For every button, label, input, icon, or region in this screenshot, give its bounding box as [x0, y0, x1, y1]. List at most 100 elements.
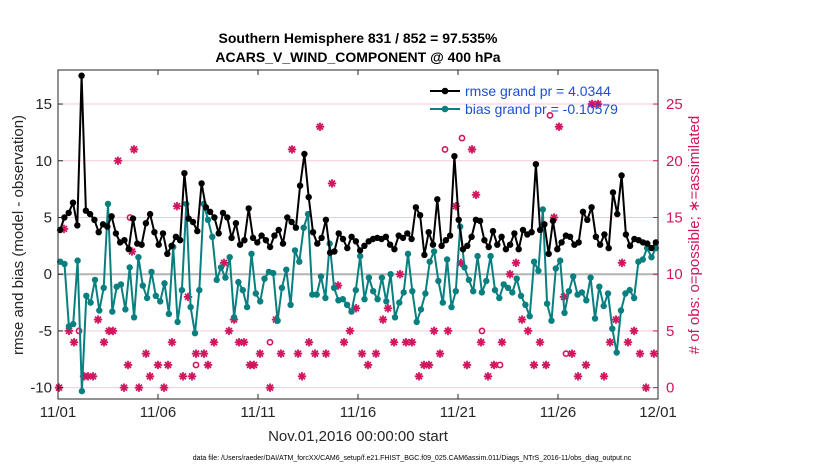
legend-rmse-label: rmse grand pr = 4.0344	[465, 83, 611, 99]
rmse-point	[468, 233, 475, 240]
rmse-point	[215, 230, 222, 237]
bias-point	[230, 314, 238, 321]
obs-possible-marker	[562, 350, 570, 358]
obs-assimilated-stroke	[650, 350, 658, 358]
bias-point	[578, 289, 586, 296]
obs-assimilated-stroke	[277, 350, 285, 358]
bias-point	[439, 299, 446, 306]
rmse-point	[335, 230, 342, 237]
rmse-point	[69, 199, 77, 206]
obs-possible-marker	[192, 361, 200, 369]
bias-point	[548, 317, 555, 324]
rmse-point	[626, 242, 634, 249]
x-tick-label: 11/06	[140, 404, 176, 421]
obs-assimilated-stroke	[142, 350, 150, 358]
rmse-point	[121, 237, 128, 244]
obs-assimilated-marker	[129, 145, 139, 154]
bias-point	[209, 233, 216, 240]
obs-assimilated-stroke	[594, 100, 602, 108]
bias-point	[543, 300, 551, 307]
obs-assimilated-stroke	[256, 350, 264, 358]
obs-assimilated-stroke	[109, 327, 117, 335]
rmse-point	[545, 250, 552, 257]
bias-point	[504, 284, 512, 291]
bias-point	[465, 276, 473, 284]
bias-point	[174, 318, 181, 326]
rmse-point	[284, 214, 291, 221]
obs-assimilated-stroke	[311, 350, 319, 358]
obs-assimilated-marker	[339, 338, 349, 347]
bias-point	[609, 325, 616, 332]
bias-point	[587, 274, 594, 281]
bias-point	[70, 320, 77, 328]
rmse-point	[566, 233, 574, 240]
obs-assimilated-stroke	[240, 338, 248, 346]
obs-assimilated-marker	[99, 338, 109, 347]
x-tick-label: 11/01	[40, 404, 76, 421]
obs-assimilated-stroke	[210, 338, 218, 346]
obs-assimilated-marker	[224, 326, 234, 336]
bias-point	[352, 286, 359, 294]
obs-assimilated-marker	[623, 338, 633, 347]
rmse-point	[382, 233, 390, 240]
bias-point	[596, 283, 603, 290]
bias-point	[135, 254, 142, 261]
obs-assimilated-marker	[357, 349, 367, 358]
rmse-point	[425, 229, 432, 236]
obs-assimilated-stroke	[506, 270, 514, 278]
bias-point	[261, 275, 268, 282]
rmse-point	[331, 248, 338, 255]
obs-assimilated-stroke	[288, 145, 296, 154]
obs-assimilated-stroke	[606, 338, 614, 346]
bias-point	[383, 298, 390, 305]
legend-rmse-marker	[441, 87, 449, 95]
rmse-point	[605, 244, 612, 252]
obs-assimilated-stroke	[89, 372, 97, 380]
bias-point	[143, 294, 151, 302]
bias-point	[74, 257, 81, 264]
x-axis: 11/01 11/06 11/11 11/16 11/21 11/26 12/01	[40, 70, 677, 421]
obs-assimilated-marker	[172, 201, 182, 211]
bias-point	[161, 280, 168, 287]
obs-assimilated-stroke	[498, 338, 506, 346]
bias-point	[417, 306, 425, 313]
bias-point	[604, 290, 612, 297]
rmse-point	[614, 210, 621, 218]
bias-point	[313, 291, 320, 298]
bias-point	[78, 387, 86, 395]
obs-assimilated-marker	[134, 383, 144, 392]
bias-point	[348, 308, 355, 315]
bias-point	[517, 292, 525, 299]
bias-point	[248, 250, 255, 257]
bias-point	[522, 301, 529, 308]
rmse-point	[459, 246, 467, 253]
obs-assimilated-stroke	[328, 179, 336, 188]
bias-point	[561, 309, 568, 316]
y-left-axis: 15 10 5 0 -5 -10	[30, 96, 63, 397]
obs-assimilated-marker	[605, 338, 615, 347]
rmse-point	[262, 237, 270, 244]
rmse-point	[455, 216, 462, 223]
obs-assimilated-marker	[629, 326, 639, 336]
obs-assimilated-marker	[209, 338, 219, 347]
rmse-point	[232, 220, 240, 227]
bias-point	[435, 277, 442, 285]
bias-point	[422, 290, 429, 297]
bias-point	[257, 298, 264, 305]
rmse-point	[601, 231, 608, 238]
y-left-tick-label: -10	[30, 380, 52, 397]
obs-assimilated-marker	[541, 360, 551, 370]
obs-assimilated-stroke	[120, 384, 128, 392]
rmse-point	[279, 240, 287, 247]
bias-point	[370, 288, 377, 295]
rmse-point	[361, 242, 368, 249]
obs-assimilated-marker	[119, 383, 129, 392]
obs-assimilated-marker	[476, 338, 486, 347]
obs-assimilated-marker	[523, 326, 533, 336]
bias-point	[526, 313, 533, 320]
rmse-point	[588, 204, 595, 211]
obs-assimilated-stroke	[164, 361, 172, 369]
obs-assimilated-stroke	[225, 327, 233, 335]
rmse-point	[339, 235, 347, 243]
